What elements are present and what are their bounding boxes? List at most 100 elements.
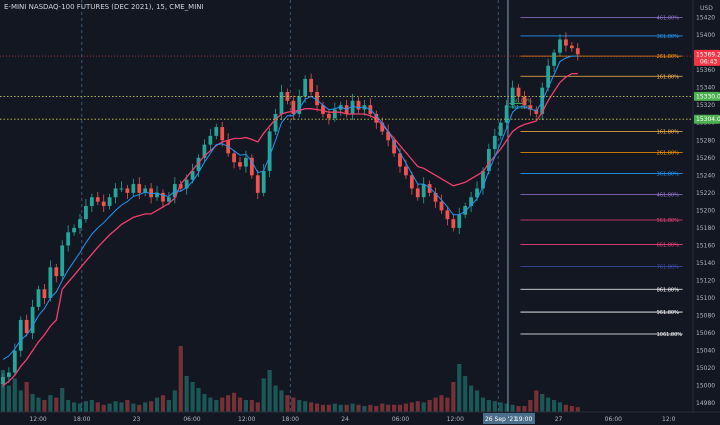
- candle-body: [48, 267, 53, 299]
- volume-bar: [0, 370, 6, 412]
- candle-body: [143, 188, 148, 193]
- candle-body: [427, 184, 432, 193]
- fib-small-label: 61.80%: [513, 105, 532, 111]
- candle-body: [119, 188, 124, 190]
- volume-bar: [160, 395, 166, 412]
- time-tick-label: 24: [341, 416, 349, 423]
- volume-bar: [107, 403, 112, 412]
- candle-body: [66, 232, 71, 246]
- candle-body: [380, 122, 385, 132]
- candle-body: [84, 206, 88, 220]
- candle-body: [137, 184, 142, 193]
- volume-bar: [540, 394, 545, 412]
- volume-bar: [261, 378, 266, 412]
- volume-bar: [36, 397, 41, 412]
- volume-bar: [557, 402, 563, 412]
- candle-body: [30, 306, 35, 334]
- volume-bar: [202, 394, 207, 412]
- price-axis[interactable]: [693, 0, 720, 412]
- candle-body: [196, 157, 201, 171]
- volume-bar: [48, 395, 53, 412]
- candle-body: [386, 131, 391, 141]
- volume-bar: [267, 370, 272, 412]
- fib-level-label: 761.80%: [657, 264, 679, 270]
- candle-body: [469, 197, 474, 206]
- volume-bar: [504, 403, 509, 412]
- volume-bar: [522, 406, 527, 412]
- chart-title: E-MINI NASDAQ-100 FUTURES (DEC 2021), 15…: [4, 3, 204, 11]
- candle-body: [481, 170, 485, 189]
- fib-level-label: 561.80%: [657, 218, 679, 224]
- time-tick-label: 18:00: [73, 416, 90, 423]
- candle-body: [528, 105, 533, 110]
- volume-bar: [451, 382, 456, 412]
- candle-body: [326, 113, 331, 119]
- time-tick-label: 06:00: [392, 416, 409, 423]
- candle-body: [291, 100, 296, 114]
- candle-body: [220, 127, 225, 141]
- candle-body: [149, 188, 154, 198]
- volume-bar: [66, 400, 71, 412]
- volume-bar: [184, 376, 189, 412]
- crosshair-time-tag: 26 Sep '21 19:00: [482, 413, 535, 424]
- volume-bar: [551, 400, 557, 412]
- volume-bar: [356, 404, 361, 412]
- candle-body: [315, 92, 319, 106]
- candle-body: [131, 184, 136, 193]
- volume-bar: [172, 390, 177, 412]
- volume-bar: [297, 400, 302, 412]
- price-tick-label: 15040: [696, 348, 715, 355]
- candle-body: [303, 78, 308, 97]
- time-axis[interactable]: [0, 412, 720, 425]
- volume-bar: [190, 382, 195, 412]
- fib-level-label: 461.80%: [657, 16, 679, 22]
- volume-bar: [143, 402, 148, 412]
- candle-body: [297, 96, 302, 114]
- price-tick-label: 15400: [696, 32, 715, 39]
- volume-bar: [220, 397, 225, 412]
- candle-body: [72, 227, 76, 233]
- candle-body: [552, 52, 556, 66]
- volume-bar: [397, 404, 403, 412]
- volume-bar: [249, 400, 254, 412]
- volume-bar: [89, 400, 94, 412]
- candle-body: [24, 319, 29, 334]
- volume-bar: [18, 390, 23, 412]
- price-tick-label: 15340: [696, 85, 715, 92]
- time-tick-label: 12:0: [662, 416, 676, 423]
- candle-body: [42, 289, 47, 299]
- volume-bar: [255, 402, 260, 412]
- candle-body: [184, 179, 189, 189]
- volume-bar: [344, 404, 349, 412]
- price-tags: 15369.2506:43 15330.00 15304.00: [694, 49, 720, 124]
- volume-bar: [131, 403, 136, 412]
- dotted-lines: [0, 95, 693, 120]
- volume-bar: [125, 400, 130, 412]
- candle-body: [569, 45, 574, 49]
- volume-bar: [480, 397, 486, 412]
- candle-body: [415, 188, 420, 198]
- crosshair-date-label: 26 Sep '21: [485, 416, 517, 423]
- candle-body: [522, 96, 527, 106]
- volume-bar: [415, 401, 420, 412]
- volume-bar: [457, 364, 462, 412]
- volume-bar: [463, 376, 468, 412]
- candle-body: [166, 197, 171, 202]
- price-tick-label: 15160: [696, 242, 715, 249]
- price-tick-label: 15320: [696, 102, 715, 109]
- price-tag-label: 15369.25: [696, 51, 720, 58]
- candle-body: [516, 87, 521, 97]
- volume-bar: [486, 400, 491, 412]
- volume-bar: [119, 402, 124, 412]
- price-tick-label: 15100: [696, 295, 715, 302]
- candle-body: [486, 149, 491, 171]
- time-tick-label: 23: [133, 416, 141, 423]
- volume-bar: [469, 385, 474, 412]
- candle-body: [89, 197, 94, 206]
- volume-bar: [231, 392, 237, 412]
- volume-bar: [409, 402, 414, 412]
- candle-body: [392, 140, 396, 154]
- time-tick-label: 06:00: [605, 416, 622, 423]
